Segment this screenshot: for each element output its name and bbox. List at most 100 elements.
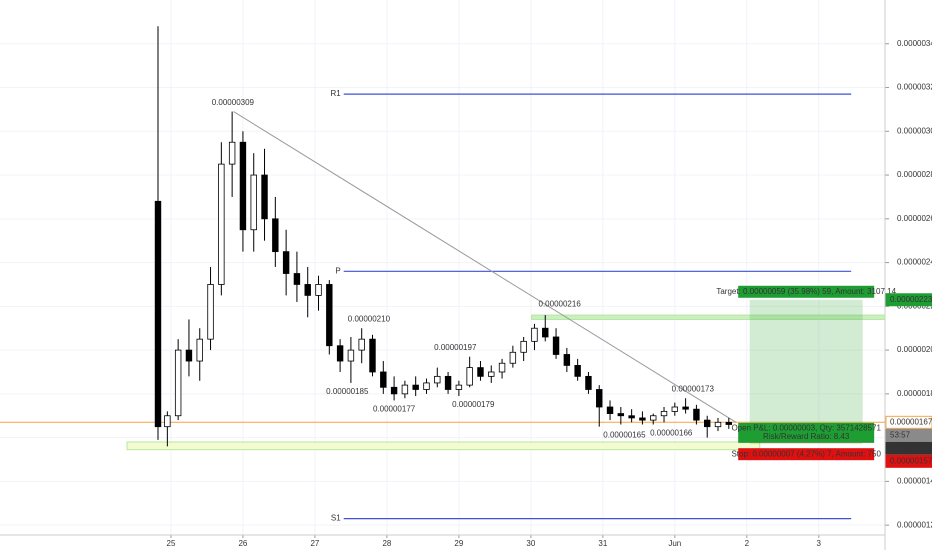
candle-body <box>293 273 301 285</box>
candle-body <box>315 284 322 296</box>
y-tick-label: 0.00000260 <box>897 214 932 223</box>
price-tag <box>885 454 932 468</box>
price-tag-label: 53:57 <box>890 430 911 439</box>
candle-body <box>380 371 387 388</box>
candle-body <box>185 349 193 362</box>
candle-body <box>196 338 203 362</box>
price-annotation: 0.00000177 <box>373 404 416 413</box>
price-tag-label: 0.00000223 <box>890 295 932 304</box>
trend-line <box>233 111 737 423</box>
candle-body <box>390 386 398 395</box>
candle-body <box>282 251 290 274</box>
target-box <box>749 299 863 429</box>
candle-body <box>704 419 711 428</box>
candle-body <box>498 362 506 373</box>
candle-body <box>174 349 182 417</box>
candle-body <box>434 375 441 384</box>
price-annotation: 0.00000309 <box>212 98 255 107</box>
x-tick-label: 25 <box>167 539 176 548</box>
candle-body <box>650 415 657 421</box>
candle-body <box>477 367 484 377</box>
pnl-bg <box>738 422 875 443</box>
candle-body <box>531 327 538 342</box>
candle-body <box>682 406 689 410</box>
candle-body <box>574 365 581 377</box>
x-tick-label: 29 <box>454 539 463 548</box>
pivot-label: S1 <box>331 514 341 523</box>
price-annotation: 0.00000179 <box>452 400 495 409</box>
candle-body <box>423 382 430 390</box>
candle-body <box>272 218 279 253</box>
price-annotation: 0.00000166 <box>650 428 693 437</box>
candle-body <box>671 406 679 412</box>
y-tick-label: 0.00000340 <box>897 39 932 48</box>
candle-body <box>466 367 473 386</box>
candle-body <box>520 340 527 353</box>
rr-text: Risk/Reward Ratio: 8.43 <box>763 432 850 441</box>
price-tag <box>885 441 932 455</box>
price-tag-label: 0.00000164 <box>890 443 932 452</box>
candle-body <box>412 384 419 390</box>
y-tick-label: 0.00000180 <box>897 389 932 398</box>
price-tag <box>885 428 932 442</box>
candle-body <box>444 375 452 390</box>
candle-body <box>617 413 625 417</box>
x-tick-label: 3 <box>817 539 822 548</box>
pnl-text: Open P&L: 0.00000003, Qty: 3571428571 <box>731 423 881 432</box>
candle-body <box>714 421 722 428</box>
candle-body <box>336 345 344 362</box>
stop-text-bg <box>738 448 875 461</box>
support-zone <box>126 441 761 451</box>
candle-body <box>401 384 409 395</box>
candle-body <box>542 327 549 338</box>
x-tick-label: 27 <box>310 539 319 548</box>
candle-body <box>326 284 333 347</box>
y-tick-label: 0.00000300 <box>897 126 932 135</box>
price-annotation: 0.00000216 <box>539 299 582 308</box>
y-tick-label: 0.00000320 <box>897 83 932 92</box>
candle-body <box>164 415 171 428</box>
candle-body <box>207 284 214 340</box>
candle-body <box>304 284 311 296</box>
candle-body <box>218 163 225 285</box>
stop-text: Stop: 0.00000007 (4.27%) 7, Amount: 750 <box>731 449 881 458</box>
price-annotation: 0.00000165 <box>603 431 646 440</box>
candle-body <box>358 338 365 351</box>
price-annotation: 0.00000197 <box>434 343 477 352</box>
candle-body <box>250 174 257 231</box>
candle-body <box>488 371 495 377</box>
x-tick-label: Jun <box>668 539 681 548</box>
candle-body <box>552 336 560 355</box>
x-tick-label: 28 <box>382 539 391 548</box>
price-tag-label: 0.00000157 <box>890 456 932 465</box>
candle-body <box>725 421 733 425</box>
candle-body <box>596 389 603 408</box>
x-tick-label: 31 <box>598 539 607 548</box>
candle-body <box>228 141 236 165</box>
x-tick-label: 26 <box>238 539 247 548</box>
candle-body <box>261 174 268 220</box>
price-tag-label: 0.00000167 <box>890 417 932 426</box>
x-tick-label: 30 <box>526 539 535 548</box>
y-tick-label: 0.00000280 <box>897 170 932 179</box>
candle-body <box>639 417 646 421</box>
y-tick-label: 0.00000240 <box>897 258 932 267</box>
candle-body <box>563 354 571 366</box>
candle-body <box>628 415 635 419</box>
price-tag <box>885 415 932 429</box>
y-tick-label: 0.00000200 <box>897 345 932 354</box>
price-tag <box>885 293 932 307</box>
candle-body <box>606 406 614 414</box>
candle-body <box>509 351 517 364</box>
target-text-bg <box>738 285 875 298</box>
x-tick-label: 2 <box>745 539 750 548</box>
candle-body <box>693 408 700 421</box>
candle-body <box>369 338 376 373</box>
candle-body <box>347 349 355 362</box>
price-annotation: 0.00000173 <box>672 385 715 394</box>
y-tick-label: 0.00000120 <box>897 520 932 529</box>
candle-body <box>455 384 463 390</box>
candle-body <box>239 141 247 231</box>
price-annotation: 0.00000185 <box>326 387 369 396</box>
